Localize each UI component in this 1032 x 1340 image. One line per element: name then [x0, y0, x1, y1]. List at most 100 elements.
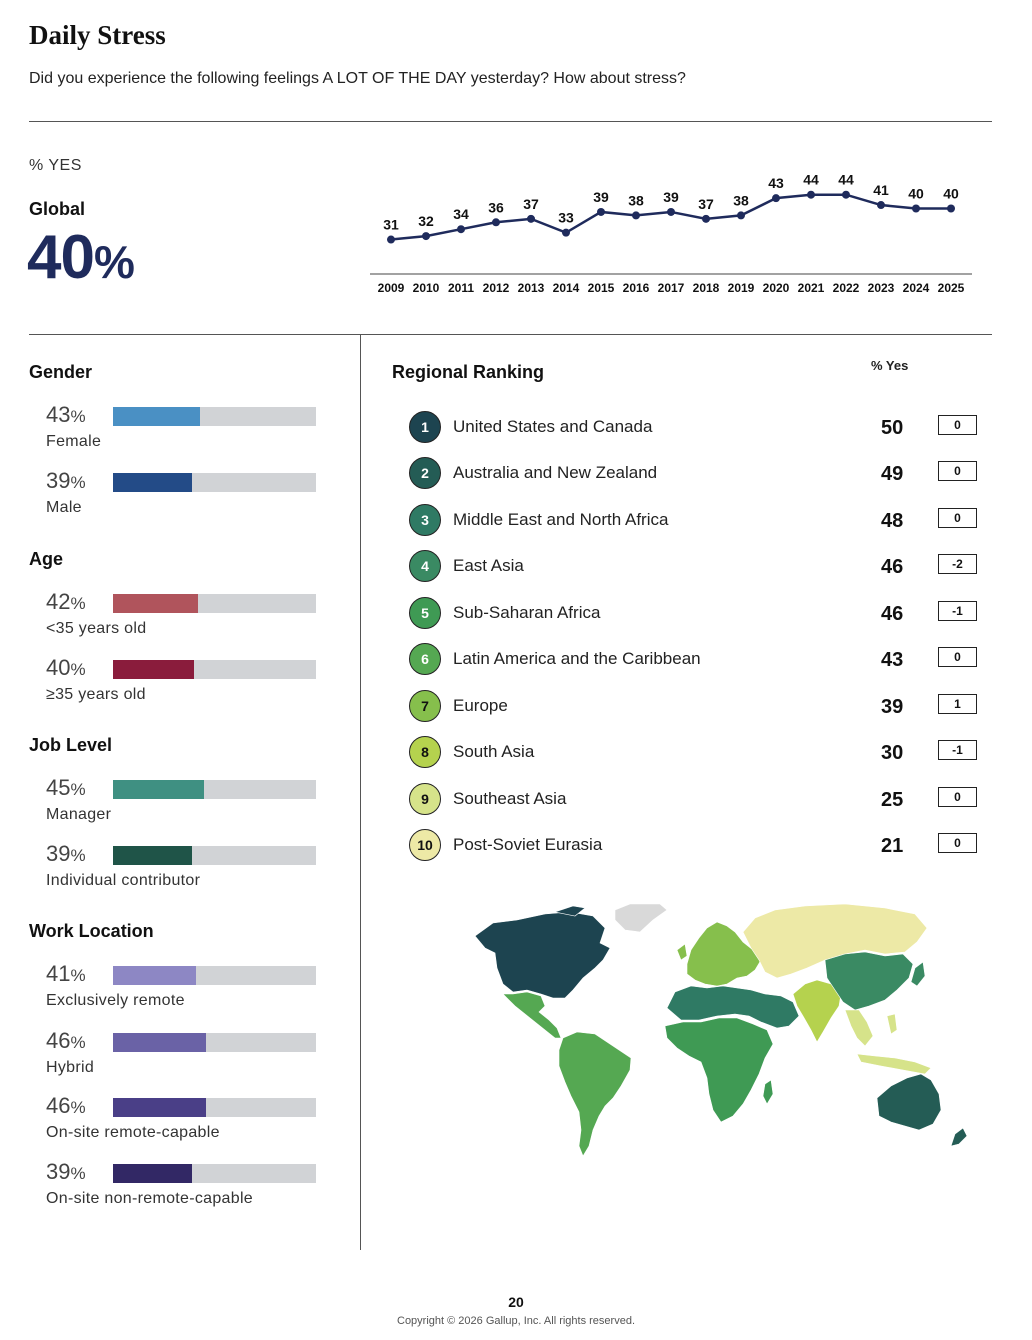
map-uk: [676, 943, 688, 961]
rank-badge: 9: [409, 782, 441, 815]
region-name: East Asia: [453, 556, 524, 576]
metric-label: Individual contributor: [46, 872, 201, 889]
middle-divider: [29, 334, 992, 335]
region-name: Middle East and North Africa: [453, 509, 669, 529]
trend-point: [702, 214, 710, 223]
metric-row: 39% On-site non-remote-capable: [46, 1159, 326, 1219]
map-japan: [910, 961, 926, 987]
metric-bar-fill: [113, 1033, 207, 1052]
trend-point: [807, 190, 815, 199]
survey-question: Did you experience the following feeling…: [29, 70, 686, 87]
x-tick-label: 2018: [693, 281, 720, 295]
region-value: 49: [881, 463, 904, 486]
page-title: Daily Stress: [29, 20, 166, 50]
trend-point: [772, 194, 780, 203]
region-name: Post-Soviet Eurasia: [453, 835, 603, 855]
region-value: 30: [881, 742, 904, 765]
metric-bar-track: [113, 1033, 316, 1052]
region-value: 43: [881, 649, 904, 672]
global-value: 40%: [27, 222, 135, 293]
map-post-soviet: [742, 903, 928, 979]
trend-data-label: 38: [628, 192, 644, 208]
metric-label: Female: [46, 433, 102, 450]
metric-bar-fill: [113, 1098, 207, 1117]
region-row: 4 East Asia 46 -2: [409, 550, 989, 584]
top-divider: [29, 121, 992, 122]
map-indonesia: [856, 1053, 932, 1075]
trend-data-label: 31: [383, 217, 399, 233]
rank-badge: 5: [409, 596, 441, 629]
metric-row: 45% Manager: [46, 775, 326, 835]
metric-label: ≥35 years old: [46, 686, 146, 703]
trend-point: [597, 207, 605, 216]
map-mexico: [502, 991, 562, 1039]
region-change: -1: [938, 740, 977, 761]
rank-badge: 7: [409, 689, 441, 722]
map-australia: [876, 1073, 942, 1131]
x-tick-label: 2020: [763, 281, 790, 295]
x-tick-label: 2012: [483, 281, 510, 295]
metric-bar-track: [113, 473, 316, 492]
global-trend-chart: 31 2009 32 2010 34 2011 36 2012 37 2013 33 2014 39 20…: [370, 172, 972, 295]
copyright: Copyright © 2026 Gallup, Inc. All rights…: [397, 1315, 635, 1327]
region-value: 21: [881, 835, 904, 858]
metric-bar-track: [113, 780, 316, 799]
region-name: Europe: [453, 695, 508, 715]
metric-row: 39% Individual contributor: [46, 841, 326, 901]
rank-badge: 8: [409, 736, 441, 769]
region-row: 2 Australia and New Zealand 49 0: [409, 457, 989, 491]
metric-bar-fill: [113, 407, 201, 426]
regional-ranking-title: Regional Ranking: [392, 362, 545, 382]
trend-data-label: 44: [838, 172, 854, 188]
metric-bar-track: [113, 594, 316, 613]
regional-yes-header: % Yes: [871, 358, 909, 373]
metric-bar-fill: [113, 1164, 193, 1183]
map-east-asia: [824, 951, 914, 1011]
rank-badge: 3: [409, 503, 441, 536]
metric-pct-sign: %: [70, 1033, 86, 1052]
metric-pct-sign: %: [70, 846, 86, 865]
metric-label: <35 years old: [46, 620, 147, 637]
region-name: Australia and New Zealand: [453, 463, 658, 483]
metric-number: 39: [46, 468, 71, 493]
metric-bar-track: [113, 660, 316, 679]
metric-value: 39%: [46, 841, 86, 867]
world-map: [474, 903, 968, 1157]
trend-data-label: 37: [698, 196, 714, 212]
trend-point: [562, 228, 570, 237]
x-tick-label: 2014: [553, 281, 580, 295]
map-new-zealand: [950, 1127, 968, 1147]
region-row: 7 Europe 39 1: [409, 689, 989, 724]
page-number: 20: [508, 1294, 524, 1310]
map-philippines: [886, 1013, 898, 1035]
trend-point: [422, 232, 430, 241]
map-sub-saharan: [664, 1017, 774, 1123]
region-row: 9 Southeast Asia 25 0: [409, 782, 989, 817]
region-value: 50: [881, 417, 904, 439]
metric-number: 45: [46, 775, 71, 800]
rank-badge: 10: [409, 829, 441, 862]
x-tick-label: 2011: [448, 281, 474, 295]
region-change: 0: [938, 507, 977, 528]
region-row: 3 Middle East and North Africa 48 0: [409, 503, 989, 538]
metric-pct-sign: %: [70, 780, 86, 799]
trend-point: [667, 207, 675, 216]
region-name: South Asia: [453, 742, 535, 762]
metric-row: 42% <35 years old: [46, 589, 326, 649]
region-change: -1: [938, 600, 977, 621]
column-divider: [360, 335, 361, 1250]
trend-data-label: 39: [663, 189, 679, 205]
region-row: 8 South Asia 30 -1: [409, 736, 989, 770]
x-tick-label: 2024: [903, 281, 930, 295]
metric-label: Hybrid: [46, 1059, 95, 1076]
trend-point: [947, 204, 955, 213]
metric-pct-sign: %: [70, 407, 86, 426]
metric-value: 39%: [46, 468, 86, 494]
section-title: Job Level: [29, 735, 113, 755]
region-value: 46: [881, 556, 904, 579]
metric-number: 41: [46, 961, 71, 986]
x-tick-label: 2016: [623, 281, 650, 295]
trend-point: [492, 218, 500, 227]
trend-data-label: 39: [593, 189, 609, 205]
map-north-america: [474, 911, 611, 999]
